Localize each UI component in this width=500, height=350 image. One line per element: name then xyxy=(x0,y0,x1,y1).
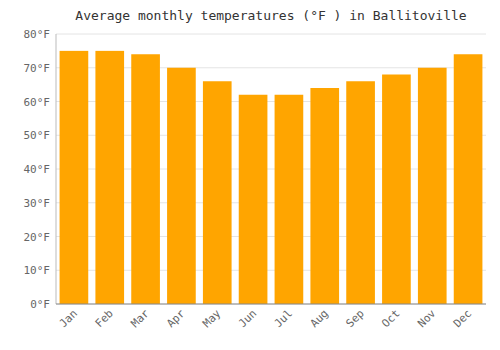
y-tick-label: 50°F xyxy=(24,129,51,142)
x-tick-label: Apr xyxy=(164,307,188,331)
bar xyxy=(454,54,483,304)
y-axis-line xyxy=(56,34,57,304)
grid xyxy=(56,34,486,304)
y-tick-label: 60°F xyxy=(24,96,51,109)
grid-line xyxy=(56,304,486,305)
bar xyxy=(131,54,160,304)
x-axis: Jan Feb Mar Apr May Jun Jul Aug Sep Oct Nov Dec xyxy=(57,307,474,331)
chart-svg: Average monthly temperatures (°F ) in Ba… xyxy=(0,0,500,350)
bar xyxy=(95,51,124,304)
x-tick-label: Jul xyxy=(272,307,295,330)
bar xyxy=(167,68,196,304)
x-axis-line xyxy=(56,304,486,305)
chart-container: Average monthly temperatures (°F ) in Ba… xyxy=(0,0,500,350)
x-tick-label: Aug xyxy=(308,307,331,330)
y-axis: 0°F 10°F 20°F 30°F 40°F 50°F 60°F 70°F 80°F xyxy=(24,28,51,311)
bar xyxy=(382,75,411,305)
y-tick-label: 80°F xyxy=(24,28,51,41)
bars xyxy=(60,51,483,304)
y-tick-label: 20°F xyxy=(24,231,51,244)
y-tick-label: 0°F xyxy=(30,298,50,311)
grid-line xyxy=(56,34,486,35)
bar xyxy=(239,95,268,304)
bar xyxy=(203,81,232,304)
y-tick-label: 30°F xyxy=(24,197,51,210)
y-tick-label: 40°F xyxy=(24,163,51,176)
x-tick-label: Oct xyxy=(379,307,402,330)
bar xyxy=(346,81,375,304)
x-tick-label: Feb xyxy=(93,307,116,330)
y-tick-label: 10°F xyxy=(24,264,51,277)
x-tick-label: Mar xyxy=(128,307,152,331)
x-tick-label: Nov xyxy=(415,307,439,331)
chart-title: Average monthly temperatures (°F ) in Ba… xyxy=(75,8,467,23)
bar xyxy=(275,95,304,304)
x-tick-label: Jan xyxy=(57,307,80,330)
bar xyxy=(60,51,89,304)
x-tick-label: Dec xyxy=(451,307,474,330)
x-tick-label: Jun xyxy=(236,307,259,330)
bar xyxy=(418,68,447,304)
x-tick-label: Sep xyxy=(343,307,366,330)
bar xyxy=(310,88,339,304)
y-tick-label: 70°F xyxy=(24,62,51,75)
x-tick-label: May xyxy=(200,307,224,331)
